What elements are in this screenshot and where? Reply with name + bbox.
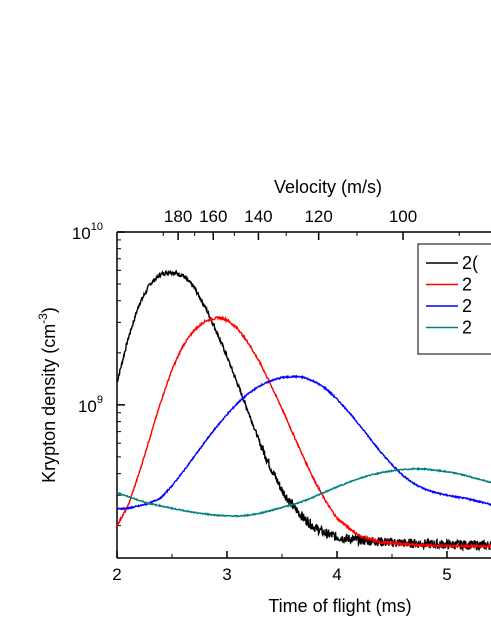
top-tick-label: 160	[199, 207, 227, 226]
top-tick-label: 120	[304, 207, 332, 226]
ticks: 2345109101018016014012010080	[72, 207, 460, 584]
series-line	[117, 374, 491, 511]
y-tick-exponent: 10	[91, 221, 103, 233]
x-tick-label: 5	[442, 565, 451, 584]
x-tick-label: 3	[222, 565, 231, 584]
legend: 2(222	[417, 243, 491, 355]
top-tick-label: 100	[389, 207, 417, 226]
legend-label: 2(	[462, 253, 478, 273]
series-layer	[117, 269, 491, 552]
legend-label: 2	[462, 318, 472, 338]
legend-label: 2	[462, 296, 472, 316]
y-tick-label: 109	[78, 394, 103, 416]
series-line	[117, 466, 491, 519]
axes	[116, 231, 491, 559]
y-axis-title-main: Krypton density (cm	[39, 324, 59, 483]
x-tick-label: 2	[112, 565, 121, 584]
top-tick-label: 140	[244, 207, 272, 226]
y-tick-label: 1010	[72, 221, 103, 243]
y-tick-base: 10	[72, 224, 91, 243]
series-line	[117, 315, 491, 550]
legend-box	[417, 243, 491, 355]
y-tick-exponent: 9	[97, 394, 103, 406]
top-axis-title: Velocity (m/s)	[274, 177, 382, 197]
y-axis-title-sup: -3	[36, 313, 50, 324]
legend-label: 2	[462, 275, 472, 295]
y-axis-title-close: )	[39, 307, 59, 313]
y-axis-title: Krypton density (cm-3)	[36, 307, 59, 483]
x-axis-title: Time of flight (ms)	[268, 596, 411, 616]
series-line	[117, 269, 491, 552]
x-tick-label: 4	[332, 565, 341, 584]
y-tick-base: 10	[78, 397, 97, 416]
top-tick-label: 180	[164, 207, 192, 226]
